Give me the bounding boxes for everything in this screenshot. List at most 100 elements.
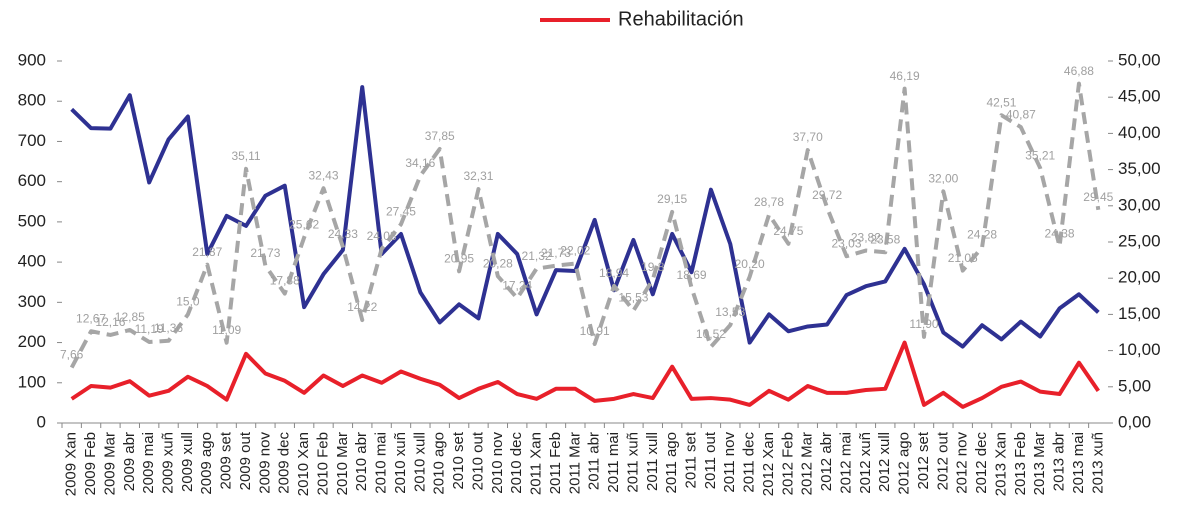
y-tick-label: 100: [18, 372, 46, 391]
data-label: 27,45: [386, 204, 416, 218]
x-tick-label: 2012 xuñ: [857, 432, 874, 494]
x-tick-label: 2011 ago: [663, 432, 680, 493]
y2-tick-label: 45,00: [1118, 87, 1161, 106]
y2-tick-label: 5,00: [1118, 376, 1151, 395]
data-label: 19,8: [641, 260, 665, 274]
data-label: 15,53: [618, 291, 648, 305]
x-tick-label: 2009 Feb: [82, 432, 99, 495]
x-tick-label: 2010 abr: [353, 432, 370, 491]
data-label: 18,69: [677, 268, 707, 282]
data-label: 21,87: [192, 245, 222, 259]
x-tick-label: 2010 Xan: [295, 432, 312, 496]
x-tick-label: 2013 abr: [1051, 432, 1068, 491]
data-label: 22,02: [560, 244, 590, 258]
data-label: 13,53: [715, 305, 745, 319]
x-tick-label: 2011 xuñ: [624, 432, 641, 493]
data-label: 24,75: [773, 224, 803, 238]
x-tick-label: 2012 mai: [837, 432, 854, 494]
data-label: 17,24: [502, 278, 532, 292]
y2-tick-label: 0,00: [1118, 412, 1151, 431]
x-tick-label: 2010 set: [450, 431, 467, 489]
x-tick-label: 2012 Feb: [779, 432, 796, 495]
x-tick-label: 2011 dec: [741, 432, 758, 493]
data-label: 32,31: [463, 169, 493, 183]
x-tick-label: 2012 Xan: [760, 432, 777, 496]
x-tick-label: 2013 Feb: [1012, 432, 1029, 495]
data-label: 32,43: [308, 168, 338, 182]
y2-tick-label: 35,00: [1118, 159, 1161, 178]
x-tick-label: 2010 Mar: [334, 432, 351, 495]
data-label: 10,52: [696, 327, 726, 341]
data-label: 14,22: [347, 300, 377, 314]
data-label: 34,16: [405, 156, 435, 170]
data-label: 21,05: [948, 251, 978, 265]
x-tick-label: 2009 Mar: [101, 432, 118, 495]
x-tick-label: 2009 xuñ: [160, 432, 177, 494]
legend-label: Rehabilitación: [618, 8, 744, 30]
x-tick-label: 2010 mai: [373, 432, 390, 494]
data-label: 20,28: [483, 256, 513, 270]
data-label: 42,51: [986, 95, 1016, 109]
data-label: 25,62: [289, 218, 319, 232]
data-label: 11,90: [909, 317, 938, 331]
x-tick-label: 2009 mai: [140, 432, 157, 494]
x-tick-label: 2010 xull: [411, 432, 428, 492]
series-line: [70, 340, 1100, 409]
x-tick-label: 2009 ago: [198, 432, 215, 495]
data-label: 24,38: [1045, 227, 1075, 241]
x-tick-label: 2011 xull: [644, 432, 661, 491]
x-tick-label: 2012 set: [915, 431, 932, 489]
y2-tick-label: 40,00: [1118, 123, 1161, 142]
data-label: 23,82: [851, 231, 881, 245]
y-tick-label: 500: [18, 211, 46, 230]
x-tick-label: 2013 Xan: [992, 432, 1009, 496]
x-tick-label: 2012 xull: [876, 432, 893, 492]
data-label: 24,33: [328, 227, 358, 241]
data-label: 20,20: [735, 257, 765, 271]
y-tick-label: 400: [18, 252, 46, 271]
data-label: 40,87: [1006, 107, 1036, 121]
y2-tick-label: 10,00: [1118, 340, 1161, 359]
data-label: 29,45: [1083, 190, 1113, 204]
data-label: 35,11: [231, 149, 260, 163]
y-tick-label: 800: [18, 91, 46, 110]
data-label: 37,70: [793, 130, 823, 144]
data-label: 11,36: [154, 321, 183, 335]
x-tick-label: 2011 out: [702, 431, 719, 489]
data-label: 12,85: [115, 310, 145, 324]
x-tick-label: 2009 set: [218, 431, 235, 489]
data-label: 20,95: [444, 251, 474, 265]
x-tick-label: 2011 Mar: [566, 432, 583, 494]
x-tick-label: 2009 dec: [276, 432, 293, 494]
y-tick-label: 700: [18, 131, 46, 150]
data-label: 17,88: [270, 274, 300, 288]
x-tick-label: 2009 abr: [121, 432, 138, 491]
data-label: 21,32: [522, 249, 552, 263]
x-tick-label: 2009 Xan: [63, 432, 80, 496]
x-tick-label: 2011 abr: [586, 432, 603, 490]
x-tick-label: 2010 ago: [431, 432, 448, 495]
y-tick-label: 0: [37, 412, 46, 431]
y2-tick-label: 50,00: [1118, 50, 1161, 69]
data-label: 28,78: [754, 195, 784, 209]
x-tick-label: 2009 out: [237, 431, 254, 490]
x-tick-label: 2010 xuñ: [392, 432, 409, 494]
data-label: 46,88: [1064, 64, 1094, 78]
data-label: 12,67: [76, 311, 106, 325]
x-tick-label: 2011 mai: [605, 432, 622, 493]
y2-tick-label: 30,00: [1118, 195, 1161, 214]
y2-tick-label: 25,00: [1118, 231, 1161, 250]
y2-tick-label: 15,00: [1118, 304, 1161, 323]
x-tick-label: 2011 nov: [721, 432, 738, 493]
x-tick-label: 2013 mai: [1070, 432, 1087, 494]
data-label: 10,91: [580, 324, 610, 338]
x-tick-label: 2012 ago: [896, 432, 913, 495]
x-tick-label: 2012 Mar: [799, 432, 816, 495]
data-label: 7,66: [60, 348, 84, 362]
data-label: 32,00: [928, 171, 958, 185]
x-tick-label: 2010 out: [469, 431, 486, 490]
data-label: 37,85: [425, 129, 455, 143]
data-label: 35,21: [1025, 148, 1055, 162]
